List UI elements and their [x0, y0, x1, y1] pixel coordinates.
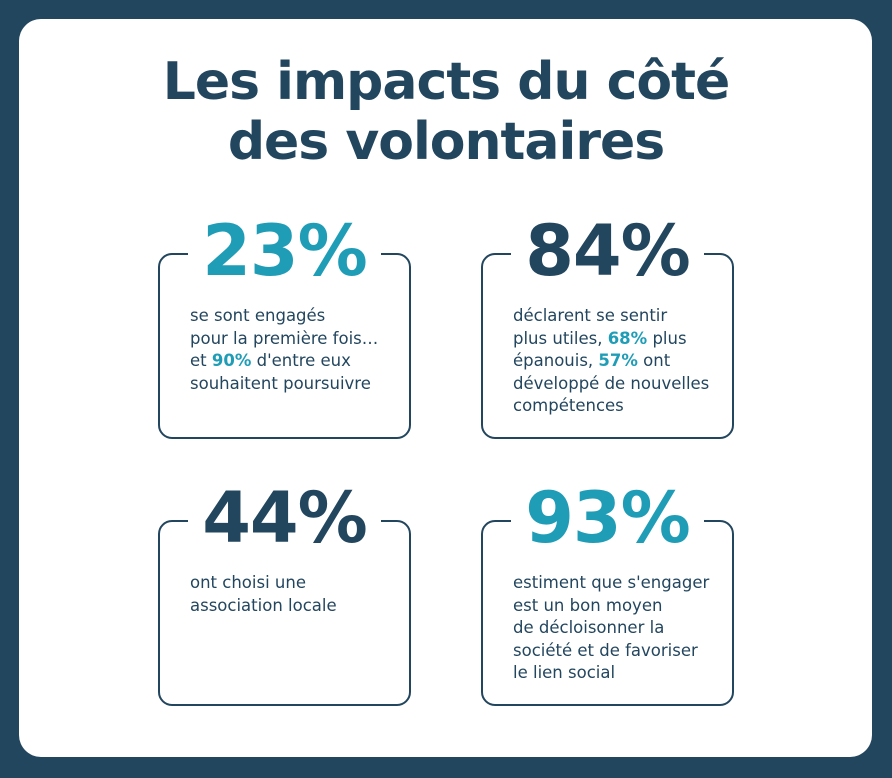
stat-description: déclarent se sentir plus utiles, 68% plu…	[513, 306, 710, 415]
stat-description: se sont engagés pour la première fois… e…	[190, 306, 379, 393]
stat-highlight: 68%	[607, 328, 648, 348]
stat-description: estiment que s'engager est un bon moyen …	[513, 573, 710, 682]
page-title: Les impacts du côté des volontaires	[0, 52, 892, 172]
content-card	[19, 19, 872, 757]
stat-card-usefulness: 84% déclarent se sentir plus utiles, 68%…	[481, 211, 734, 439]
stat-card-local-association: 44% ont choisi une association locale	[158, 478, 411, 706]
stat-highlight: 90%	[211, 351, 252, 370]
stat-card-social-link: 93% estiment que s'engager est un bon mo…	[481, 478, 734, 706]
stat-card-first-time: 23% se sont engagés pour la première foi…	[158, 211, 411, 439]
title-line-1: Les impacts du côté	[162, 52, 731, 112]
title-line-2: des volontaires	[227, 112, 665, 172]
stat-highlight: 57%	[598, 351, 638, 370]
stat-description: ont choisi une association locale	[190, 573, 337, 615]
